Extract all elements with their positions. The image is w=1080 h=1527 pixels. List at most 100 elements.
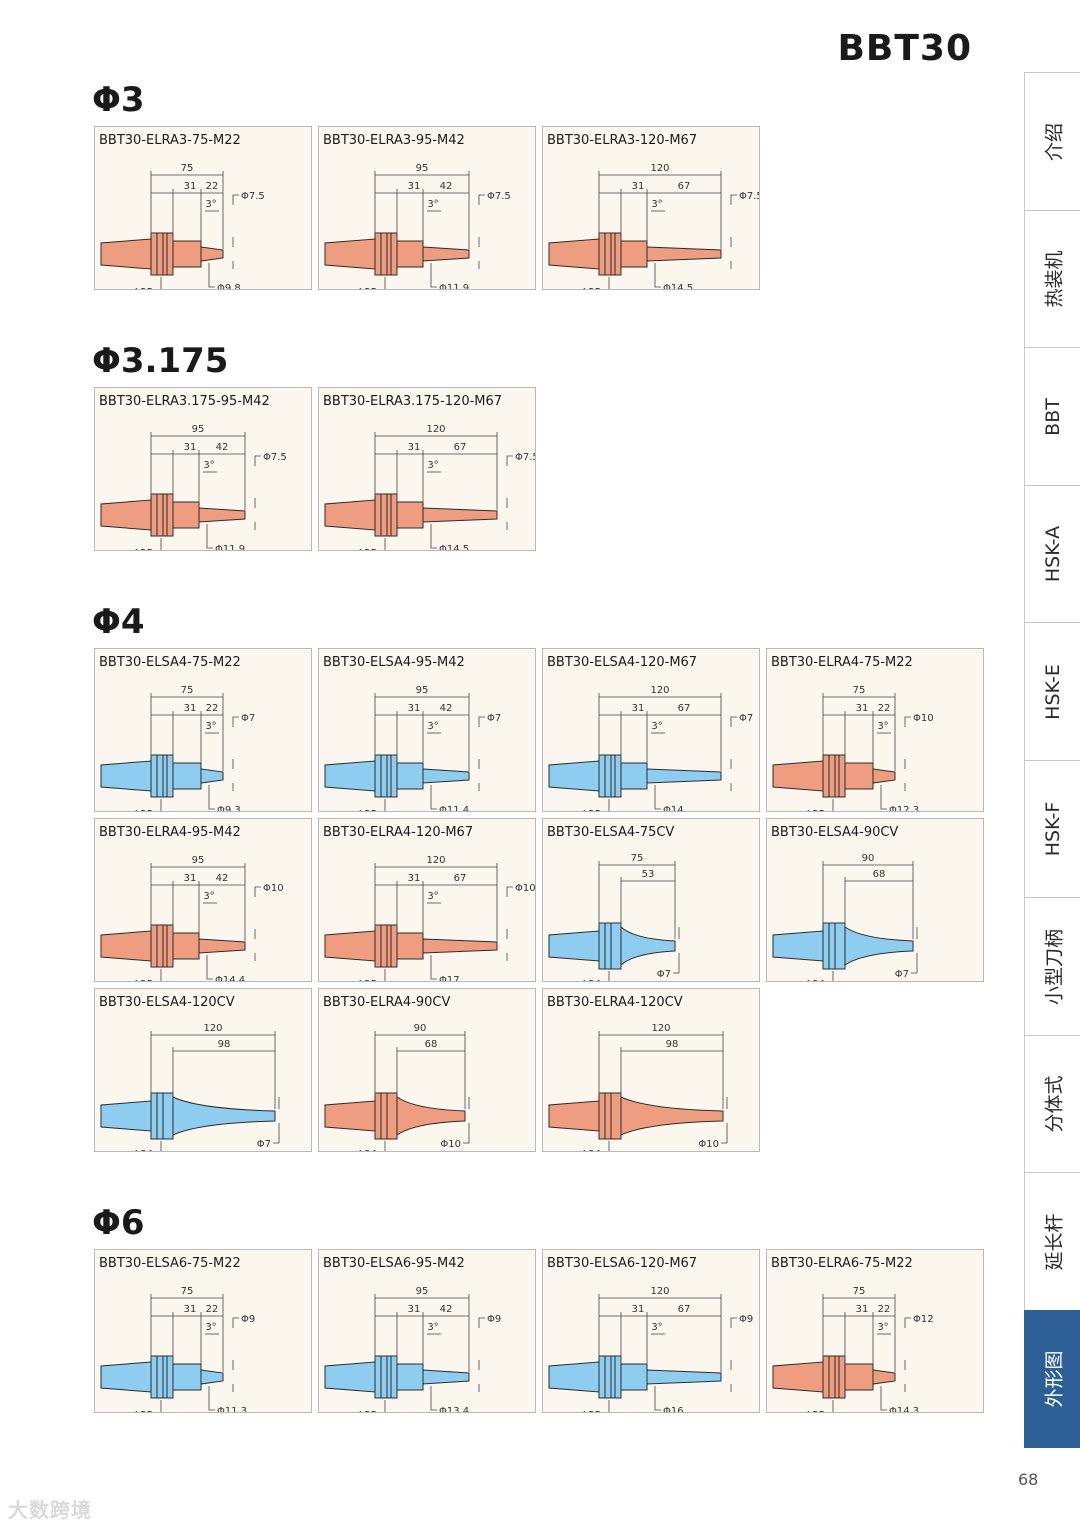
dimension-label: 3° [203,891,214,902]
flange [598,754,622,798]
tool-diagram: 95 31 423° Φ7.5 Φ11.9 Φ25 [324,163,511,289]
body [172,240,202,268]
dimensions: 75 31 22 3° Φ12 Φ14.3 Φ25 [804,1286,934,1412]
tool-card: BBT30-ELRA4-120CV 120 98 Φ10 Φ34 [542,988,760,1152]
body [396,762,424,790]
dimension-label: 120 [203,1023,222,1034]
tool-holder-drawing [100,754,224,798]
dimension-label: Φ17 [439,975,460,981]
tool-card: BBT30-ELSA6-95-M42 95 31 423° Φ9 Φ13.4 Φ25 [318,1249,536,1413]
taper-shank [548,930,600,962]
body [620,1363,648,1391]
dimension-label: 22 [878,1304,891,1315]
dimension-label: 31 [632,1304,645,1315]
flange [822,922,846,970]
tool-card: BBT30-ELSA4-75-M22 75 31 22 3° Φ7 Φ9.3 Φ25 [94,648,312,812]
tool-holder-drawing [100,1092,276,1140]
dimensions: 120 31 67 3° Φ7 Φ14 Φ25 [580,685,753,811]
dimension-label: Φ25 [356,548,377,550]
tool-card: BBT30-ELRA4-95-M42 95 31 423° Φ10 Φ14.4 Φ25 [94,818,312,982]
tool-model-label: BBT30-ELSA6-95-M42 [323,1256,465,1271]
dimension-label: Φ25 [804,809,825,811]
dimension-label: 42 [216,442,229,453]
flange [598,922,622,970]
dimensions: 75 53 Φ7 Φ34 [580,853,680,981]
extension [200,768,224,784]
tab-0[interactable]: 介绍 [1024,72,1080,210]
dimension-label: Φ25 [580,287,601,289]
dimension-label: Φ9 [739,1314,753,1325]
tool-diagram: 90 68 Φ7 Φ34 [772,853,918,981]
taper-shank [772,1361,824,1393]
tab-2[interactable]: BBT [1024,347,1080,485]
tool-holder-drawing [324,1092,466,1140]
dimension-label: Φ10 [263,883,284,894]
taper-shank [324,1361,376,1393]
dimension-label: 31 [184,1304,197,1315]
tool-model-label: BBT30-ELRA3-95-M42 [323,133,465,148]
dimension-label: 67 [454,442,467,453]
tool-model-label: BBT30-ELSA4-120-M67 [547,655,698,670]
tab-1[interactable]: 热装机 [1024,209,1080,348]
flange [374,232,398,276]
dimension-label: 3° [427,891,438,902]
tab-7[interactable]: 分体式 [1024,1034,1080,1173]
taper-shank [772,760,824,792]
dimension-label: 3° [427,199,438,210]
tool-diagram: 95 31 423° Φ7 Φ11.4 Φ25 [324,685,501,811]
tab-4[interactable]: HSK-E [1024,622,1080,760]
dimension-label: 31 [408,1304,421,1315]
dimension-label: 31 [184,181,197,192]
taper-shank [548,1361,600,1393]
tool-holder-drawing [100,232,224,276]
tab-3[interactable]: HSK-A [1024,484,1080,623]
taper-shank [100,1361,152,1393]
body [172,932,200,960]
tool-holder-drawing [772,922,914,970]
dimension-label: 95 [416,685,429,696]
dimension-label: 3° [205,1322,216,1333]
dimension-label: 22 [878,703,891,714]
dimension-label: 120 [650,1286,669,1297]
dimension-label: Φ11.9 [215,544,245,550]
tool-diagram: 120 31 67 3° Φ7 Φ14 Φ25 [548,685,753,811]
cone-body [620,1096,724,1136]
taper-shank [772,930,824,962]
extension [872,768,896,784]
flange [150,924,174,968]
tab-label: HSK-E [1041,663,1064,720]
tool-holder-drawing [548,754,722,798]
tab-label: HSK-F [1041,801,1064,857]
tool-diagram: 95 31 423° Φ7.5 Φ11.9 Φ25 [100,424,287,550]
dimension-label: 120 [426,855,445,866]
tool-model-label: BBT30-ELSA4-90CV [771,825,899,840]
tool-diagram: 75 31 22 3° Φ12 Φ14.3 Φ25 [772,1286,934,1412]
dimension-label: 22 [206,181,219,192]
tool-card: BBT30-ELRA3.175-120-M67 120 31 67 3° Φ7.5 Φ14.… [318,387,536,551]
dimension-label: Φ10 [515,883,535,894]
flange [598,1092,622,1140]
section-title: Φ3 [92,80,145,120]
tool-model-label: BBT30-ELRA4-90CV [323,995,451,1010]
dimension-label: Φ11.4 [439,805,469,811]
dimension-label: 3° [205,199,216,210]
dimension-label: 3° [205,721,216,732]
dimension-label: Φ7 [257,1139,271,1150]
dimension-label: 95 [416,163,429,174]
tab-6[interactable]: 小型刀柄 [1024,897,1080,1035]
tab-8[interactable]: 延长杆 [1024,1172,1080,1310]
dimension-label: Φ14.4 [215,975,245,981]
dimension-label: 75 [181,163,194,174]
extension [646,768,722,784]
dimension-label: 31 [856,1304,869,1315]
tab-5[interactable]: HSK-F [1024,759,1080,898]
dimension-label: Φ7.5 [515,452,535,463]
dimension-label: Φ7 [241,713,255,724]
tab-label: BBT [1041,397,1064,436]
tab-9[interactable]: 外形图 [1024,1309,1080,1448]
tool-model-label: BBT30-ELRA6-75-M22 [771,1256,913,1271]
dimension-label: Φ7 [657,969,671,980]
dimension-label: 31 [184,703,197,714]
tool-diagram: 95 31 423° Φ10 Φ14.4 Φ25 [100,855,284,981]
tool-card: BBT30-ELRA3.175-95-M42 95 31 423° Φ7.5 Φ11.9 Φ… [94,387,312,551]
